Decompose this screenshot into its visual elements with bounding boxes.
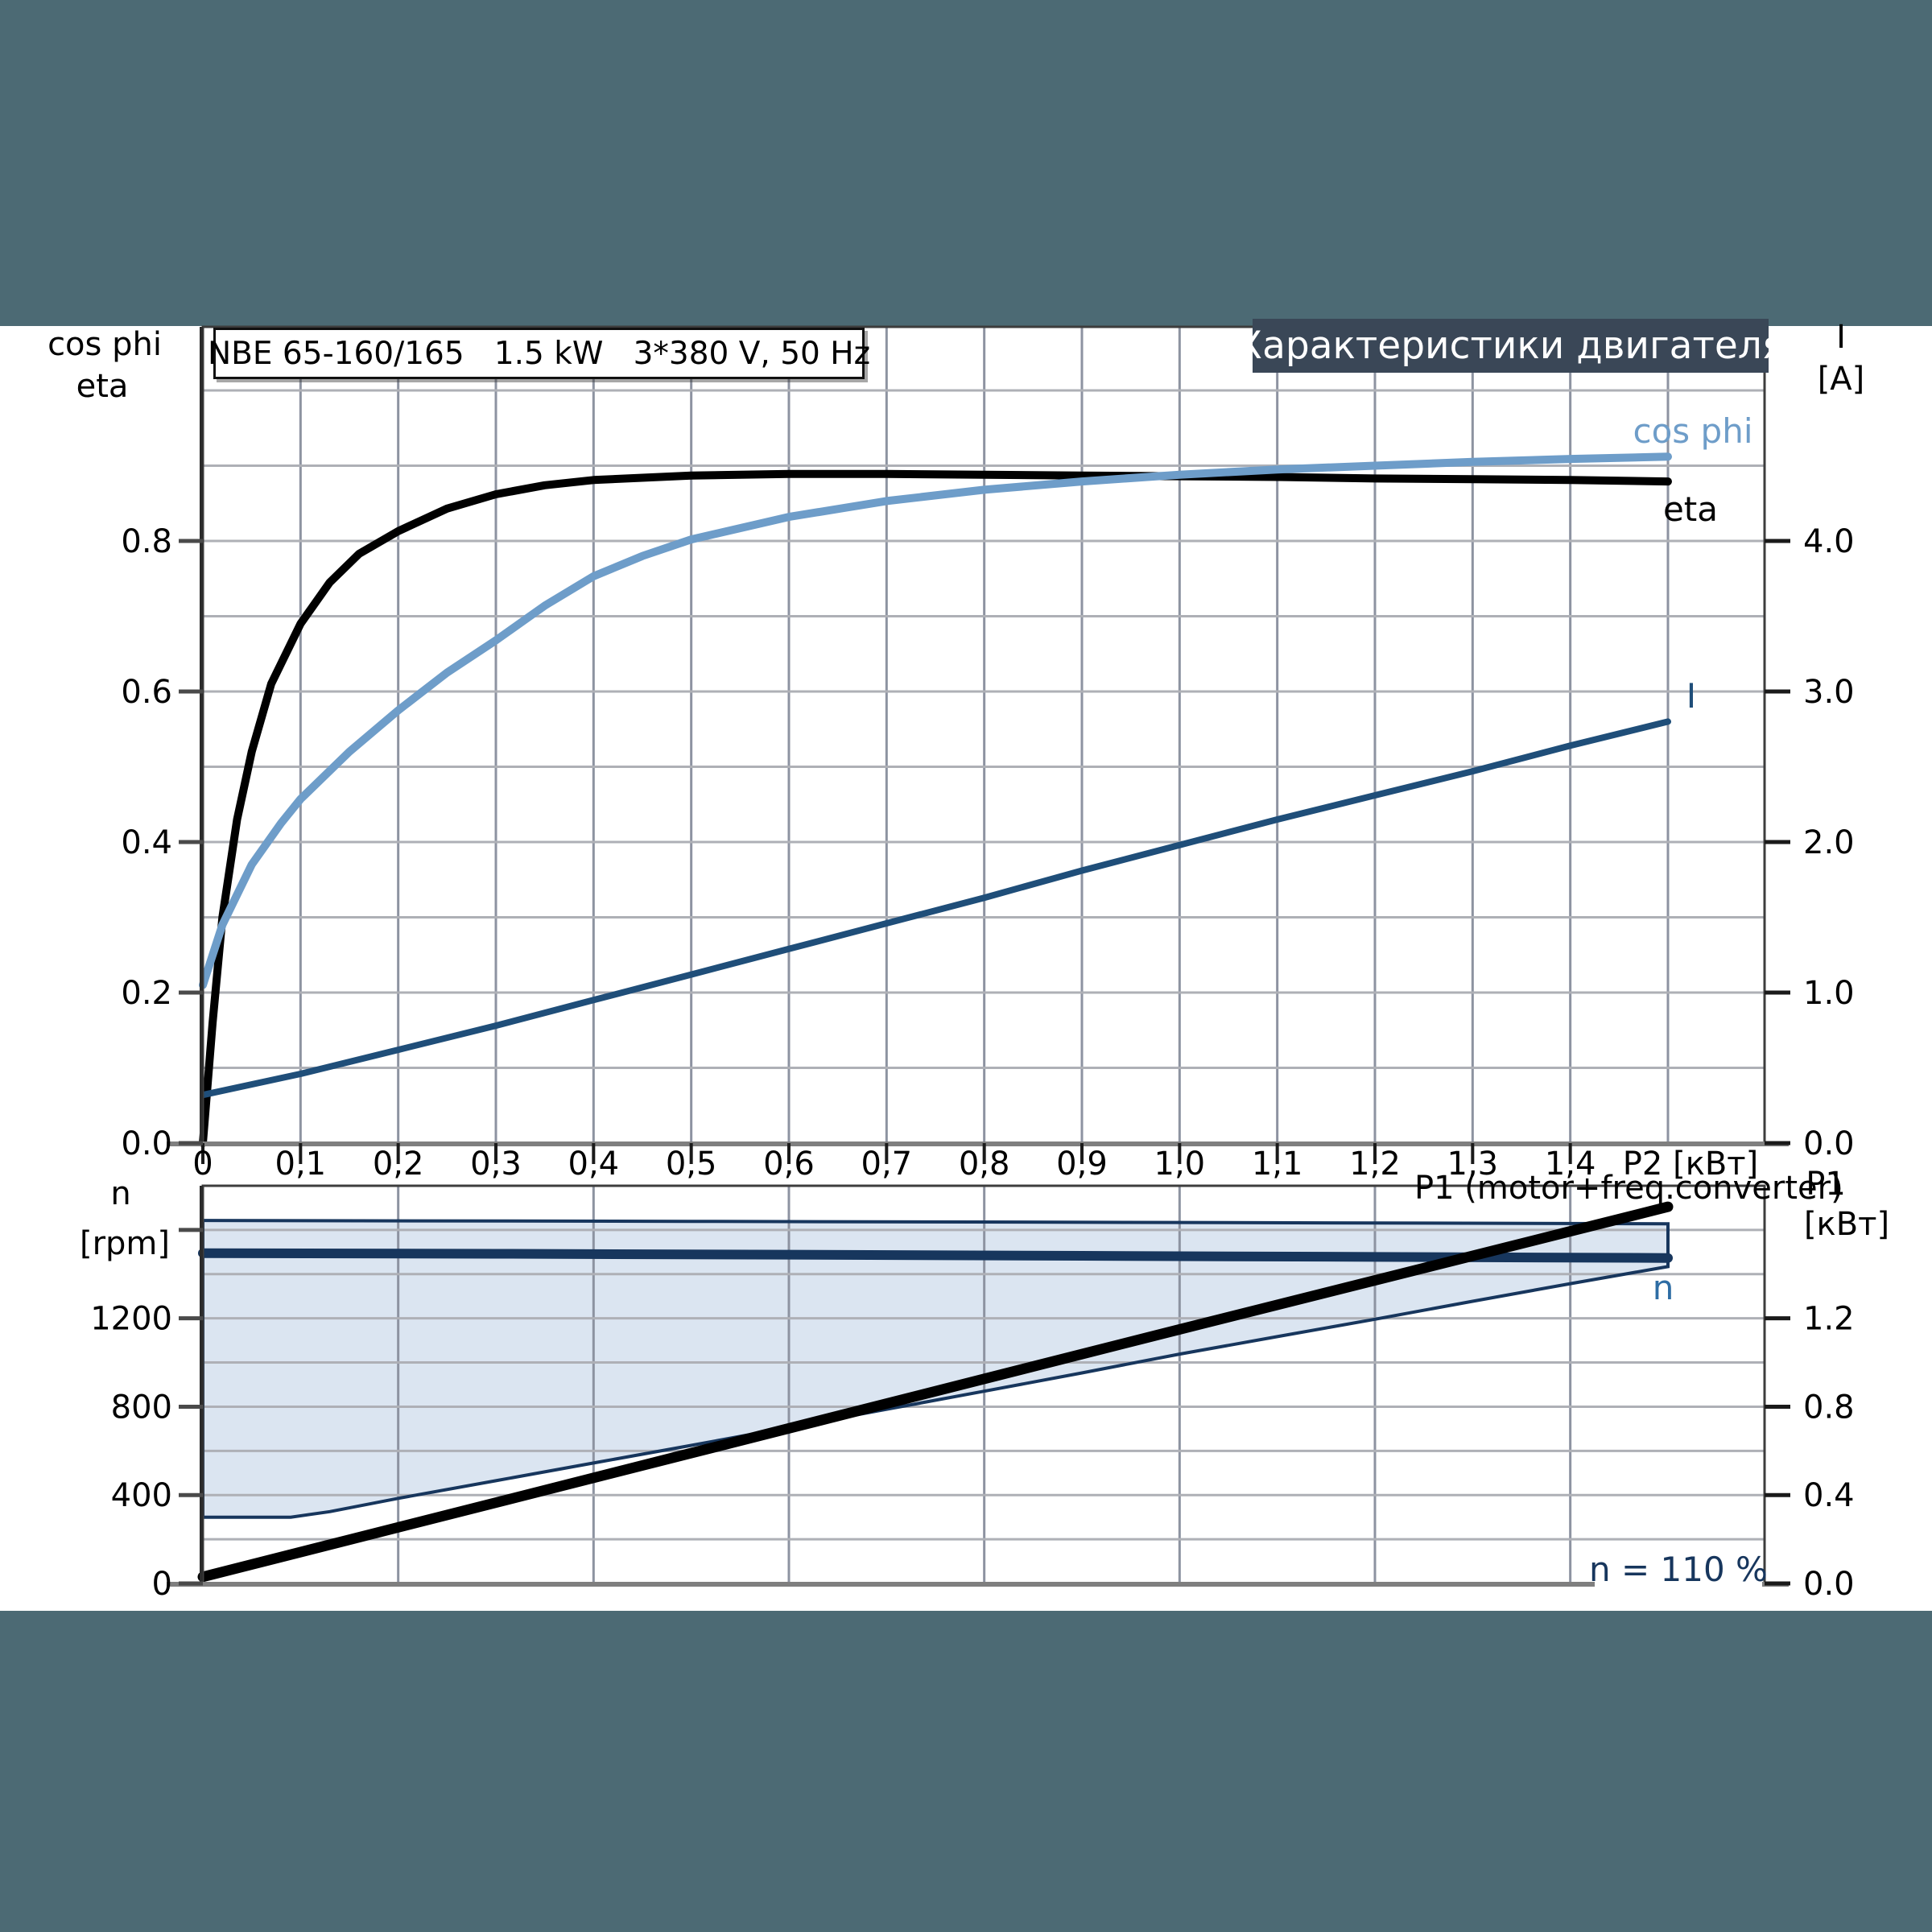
- y-left-axis-title-1: n: [110, 1175, 130, 1212]
- x-tick-label: 0,4: [568, 1146, 620, 1183]
- y-right-tick-label: 4.0: [1803, 523, 1855, 560]
- curve-I: [200, 718, 1671, 1099]
- y-right-tick-label: 0.4: [1803, 1477, 1855, 1514]
- y-left-axis-title-2: eta: [76, 368, 129, 405]
- x-tick-label: 0,1: [275, 1146, 327, 1183]
- page-header-title: Характеристики двигателя: [1236, 324, 1785, 368]
- x-tick-label: 0,7: [861, 1146, 913, 1183]
- y-right-tick-label: 0.0: [1803, 1125, 1855, 1162]
- x-tick-label: 0,2: [373, 1146, 424, 1183]
- y-right-axis-title-1: I: [1836, 319, 1846, 356]
- curve-label-cosphi: cos phi: [1633, 411, 1753, 451]
- y-left-tick-label: 0: [152, 1566, 172, 1603]
- y-right-tick-label: 1.2: [1803, 1301, 1855, 1338]
- x-tick-label: 1,1: [1252, 1146, 1303, 1183]
- y-right-tick-label: 0.0: [1803, 1566, 1855, 1603]
- y-left-tick-label: 400: [111, 1477, 172, 1514]
- pump-model-title: NBE 65-160/165 1.5 kW 3*380 V, 50 Hz: [207, 335, 871, 372]
- y-right-axis-title-2: [кВт]: [1804, 1206, 1889, 1243]
- annotation-p1-source: P1 (motor+freq.converter): [1414, 1170, 1843, 1207]
- y-left-axis-title-1: cos phi: [47, 326, 162, 363]
- y-left-tick-label: 0.2: [121, 975, 172, 1012]
- pump-model-title-box: NBE 65-160/165 1.5 kW 3*380 V, 50 Hz: [208, 328, 870, 379]
- x-axis-title: P2 [кВт]: [1623, 1146, 1758, 1183]
- x-tick-label: 1,4: [1545, 1146, 1596, 1183]
- bottom-band: [0, 1611, 1932, 1932]
- x-tick-label: 0,8: [959, 1146, 1010, 1183]
- x-tick-label: 0,6: [763, 1146, 815, 1183]
- y-right-tick-label: 3.0: [1803, 674, 1855, 711]
- y-left-tick-label: 0.6: [121, 674, 172, 711]
- annotation-n-110: n = 110 %: [1589, 1550, 1768, 1589]
- curve-label-I: I: [1686, 676, 1696, 716]
- x-tick-label: 1,2: [1349, 1146, 1401, 1183]
- x-tick-label: 0,3: [470, 1146, 522, 1183]
- x-tick-label: 1,0: [1154, 1146, 1206, 1183]
- curve-cos-phi: [199, 452, 1672, 989]
- y-right-tick-label: 2.0: [1803, 824, 1855, 861]
- y-left-tick-label: 0.4: [121, 824, 172, 861]
- curve-label-n: n: [1653, 1268, 1674, 1307]
- x-tick-label: 1,3: [1447, 1146, 1499, 1183]
- y-right-tick-label: 0.8: [1803, 1389, 1855, 1426]
- curve-label-eta: eta: [1663, 489, 1718, 529]
- top-band: [0, 0, 1932, 326]
- y-right-axis-title-1: P1: [1806, 1166, 1846, 1203]
- page-header: Характеристики двигателя: [1236, 319, 1785, 373]
- y-left-tick-label: 0.0: [121, 1125, 172, 1162]
- x-tick-label: 0: [192, 1146, 213, 1183]
- y-left-tick-label: 800: [111, 1389, 172, 1426]
- y-left-tick-label: 1200: [90, 1301, 172, 1338]
- curve-P1: [197, 1201, 1674, 1583]
- y-left-tick-label: 0.8: [121, 523, 172, 560]
- annotation-n-110-bg: [1595, 1541, 1762, 1591]
- y-left-axis-title-2: [rpm]: [80, 1225, 170, 1262]
- x-tick-label: 0,5: [666, 1146, 717, 1183]
- curve-n: [198, 1248, 1673, 1263]
- y-right-tick-label: 1.0: [1803, 975, 1855, 1012]
- y-right-axis-title-2: [A]: [1818, 361, 1865, 398]
- x-tick-label: 0,9: [1056, 1146, 1108, 1183]
- curve-eta: [199, 469, 1672, 1147]
- allowed-speed-range-edge: [201, 1219, 1670, 1519]
